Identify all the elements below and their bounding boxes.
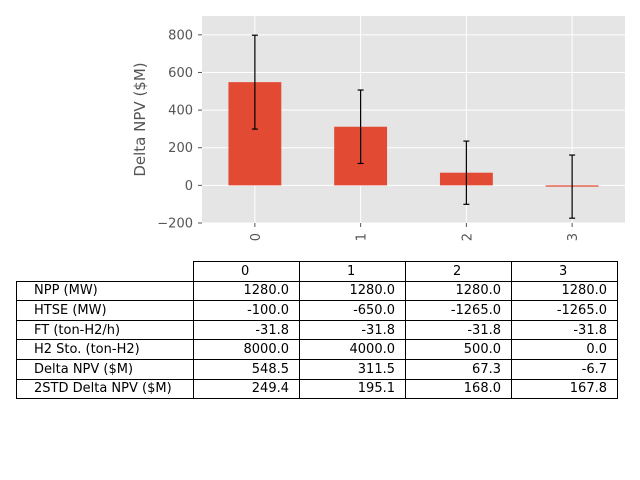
data-table: 0 1 2 3 NPP (MW) 1280.0 1280.0 1280.0 12… xyxy=(16,261,618,400)
row-label: Delta NPV ($M) xyxy=(16,358,194,380)
table-cell: 500.0 xyxy=(405,339,512,360)
x-tick-label: 0 xyxy=(249,233,264,241)
table-cell: 167.8 xyxy=(511,378,618,400)
y-tick-label: −200 xyxy=(157,217,193,232)
row-label: HTSE (MW) xyxy=(16,300,194,321)
table-header-row: 0 1 2 3 xyxy=(17,261,618,282)
y-tick-label: 0 xyxy=(185,179,193,194)
table-cell: -31.8 xyxy=(193,319,300,341)
y-tick-label: 600 xyxy=(168,66,193,81)
table-cell: 1280.0 xyxy=(299,280,406,302)
table-cell: 168.0 xyxy=(405,378,512,400)
y-tick-label: 200 xyxy=(168,141,193,156)
table-cell: 1280.0 xyxy=(193,280,300,302)
table-row: HTSE (MW) -100.0 -650.0 -1265.0 -1265.0 xyxy=(16,300,618,321)
table-row: FT (ton-H2/h) -31.8 -31.8 -31.8 -31.8 xyxy=(16,319,618,341)
table-cell: -100.0 xyxy=(193,300,300,321)
error-bars xyxy=(251,34,576,219)
table-cell: 249.4 xyxy=(193,378,300,400)
table-corner xyxy=(17,262,194,282)
column-header: 3 xyxy=(511,261,618,282)
x-axis: 0 1 2 3 xyxy=(249,223,581,241)
table-cell: -650.0 xyxy=(299,300,406,321)
table-cell: -31.8 xyxy=(511,319,618,341)
table-cell: 195.1 xyxy=(299,378,406,400)
row-label: H2 Sto. (ton-H2) xyxy=(16,339,194,360)
table-cell: 548.5 xyxy=(193,358,300,380)
table-cell: -6.7 xyxy=(511,358,618,380)
y-tick-label: 400 xyxy=(168,104,193,119)
column-header: 1 xyxy=(299,261,406,282)
table-row: H2 Sto. (ton-H2) 8000.0 4000.0 500.0 0.0 xyxy=(16,339,618,360)
table-row: NPP (MW) 1280.0 1280.0 1280.0 1280.0 xyxy=(16,280,618,302)
table-cell: 1280.0 xyxy=(405,280,512,302)
x-tick-label: 1 xyxy=(355,233,370,241)
table-cell: -1265.0 xyxy=(511,300,618,321)
row-label: NPP (MW) xyxy=(16,280,194,302)
table-cell: -31.8 xyxy=(405,319,512,341)
row-label: FT (ton-H2/h) xyxy=(16,319,194,341)
table-cell: 0.0 xyxy=(511,339,618,360)
row-label: 2STD Delta NPV ($M) xyxy=(16,378,194,400)
table-cell: 4000.0 xyxy=(299,339,406,360)
table-row: Delta NPV ($M) 548.5 311.5 67.3 -6.7 xyxy=(16,358,618,380)
column-header: 0 xyxy=(193,261,300,282)
table-cell: 1280.0 xyxy=(511,280,618,302)
table-cell: 8000.0 xyxy=(193,339,300,360)
y-axis: −200 0 200 400 600 800 xyxy=(157,28,202,232)
table-row: 2STD Delta NPV ($M) 249.4 195.1 168.0 16… xyxy=(16,378,618,400)
bar-chart: −200 0 200 400 600 800 0 1 2 3 Delta NPV ($M) xyxy=(131,16,625,241)
column-header: 2 xyxy=(405,261,512,282)
table-cell: -1265.0 xyxy=(405,300,512,321)
y-tick-label: 800 xyxy=(168,28,193,43)
table-cell: 67.3 xyxy=(405,358,512,380)
y-axis-label: Delta NPV ($M) xyxy=(131,62,149,176)
table-cell: -31.8 xyxy=(299,319,406,341)
x-tick-label: 2 xyxy=(460,233,475,241)
x-tick-label: 3 xyxy=(566,233,581,241)
table-cell: 311.5 xyxy=(299,358,406,380)
